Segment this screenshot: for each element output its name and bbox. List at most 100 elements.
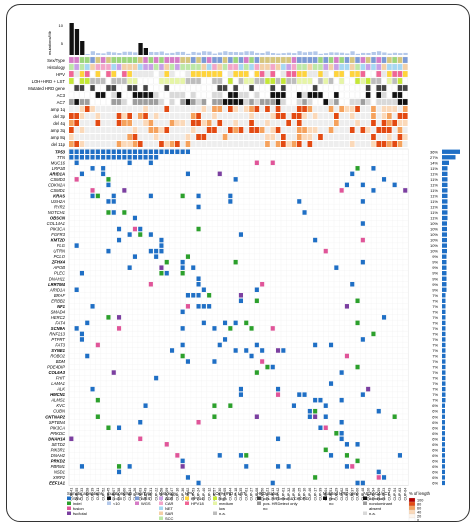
- scna-cell: [334, 127, 339, 133]
- alteration-cell: [313, 397, 318, 403]
- alteration-cell: [164, 270, 169, 276]
- scna-cell: [111, 127, 117, 133]
- clinical-cell: [360, 91, 366, 99]
- alteration-cell: [180, 270, 185, 276]
- scna-cell: [79, 120, 85, 126]
- gene-frequency-label: 14%: [430, 160, 438, 165]
- scna-cell: [371, 120, 376, 126]
- clinical-cell: [100, 98, 106, 106]
- legend-swatch: [213, 511, 217, 515]
- scna-cell: [397, 141, 403, 147]
- alteration-cell: [164, 442, 169, 447]
- clinical-cell: [376, 56, 382, 64]
- gene-frequency-bar: [442, 237, 447, 243]
- clinical-cell: [222, 84, 228, 92]
- scna-cell: [84, 120, 90, 126]
- clinical-cell: [212, 63, 217, 71]
- burden-bar: [265, 51, 270, 55]
- scna-cell: [281, 127, 286, 133]
- alteration-cell: [297, 199, 302, 204]
- scna-cell: [360, 141, 366, 147]
- gene-label: PCLO: [54, 254, 66, 259]
- clinical-cell: [280, 98, 286, 106]
- alteration-cell: [244, 453, 249, 458]
- sample-label: CUP-03: [138, 488, 142, 501]
- clinical-cell: [339, 70, 345, 78]
- clinical-cell: [312, 56, 318, 64]
- alteration-cell: [132, 254, 137, 259]
- burden-bar: [270, 53, 276, 55]
- gene-frequency-bar: [442, 271, 447, 276]
- scna-cell: [74, 134, 79, 140]
- alteration-cell: [90, 304, 95, 309]
- scna-cell: [74, 113, 79, 119]
- clinical-cell: [90, 98, 95, 106]
- scna-cell: [190, 141, 196, 147]
- burden-bar: [133, 52, 138, 55]
- scna-cell: [344, 141, 350, 147]
- scna-cell: [334, 106, 339, 112]
- scna-cell: [307, 141, 313, 147]
- clinical-cell: [68, 63, 74, 71]
- clinical-cell: [84, 84, 90, 92]
- clinical-cell: [360, 77, 366, 85]
- alteration-cell: [138, 155, 143, 160]
- alteration-cell: [371, 188, 376, 193]
- alteration-cell: [74, 287, 79, 293]
- clinical-cell: [238, 77, 244, 85]
- scna-cell: [265, 134, 270, 140]
- legend-title: Sex/Type: [135, 491, 153, 496]
- sample-label: CUP-20: [366, 488, 370, 501]
- scna-cell: [265, 120, 270, 126]
- clinical-cell: [291, 84, 297, 92]
- alteration-cell: [74, 177, 79, 182]
- sample-label: CUP-39: [319, 488, 323, 501]
- clinical-cell: [286, 98, 292, 106]
- clinical-cell: [344, 84, 350, 92]
- sample-label: CUP-09: [165, 488, 169, 501]
- scna-cell: [69, 106, 74, 112]
- alteration-cell: [159, 248, 164, 254]
- alteration-cell: [122, 210, 127, 215]
- alteration-cell: [111, 210, 116, 215]
- scna-cell: [175, 141, 180, 147]
- scna-cell: [206, 106, 212, 112]
- gene-frequency-bar: [442, 326, 446, 331]
- gene-frequency-label: 6%: [432, 464, 438, 469]
- alteration-cell: [79, 270, 84, 276]
- gene-label: RNF213: [49, 331, 65, 336]
- gene-label: BDM: [56, 359, 66, 364]
- alteration-cell: [148, 193, 153, 199]
- clinical-cell: [402, 84, 408, 92]
- scna-cell: [90, 127, 95, 133]
- clinical-cell: [169, 84, 175, 92]
- scna-cell: [90, 134, 95, 140]
- alteration-cell: [185, 254, 190, 259]
- burden-bar: [292, 53, 297, 55]
- clinical-cell: [302, 77, 308, 85]
- clinical-cell: [227, 77, 233, 85]
- burden-bar: [154, 52, 159, 55]
- scna-cell: [349, 127, 355, 133]
- scna-cell: [312, 113, 318, 119]
- legend-swatch: [323, 496, 327, 500]
- gene-frequency-label: 7%: [432, 326, 438, 331]
- scna-cell: [169, 141, 175, 147]
- scale-tick-label: 100: [417, 499, 423, 503]
- legend-swatch: [363, 496, 367, 500]
- scna-cell: [116, 113, 122, 119]
- clinical-cell: [328, 70, 334, 78]
- gene-label: ZFHX4: [51, 260, 66, 265]
- alteration-cell: [244, 464, 249, 469]
- burden-bar: [323, 53, 329, 55]
- alteration-cell: [111, 193, 116, 199]
- alteration-cell: [180, 149, 185, 155]
- clinical-cell: [84, 63, 90, 71]
- scna-cell: [132, 120, 138, 126]
- clinical-cell: [249, 91, 254, 99]
- clinical-cell: [296, 70, 302, 78]
- gene-label: DNAH11: [49, 276, 65, 281]
- scna-cell: [349, 106, 355, 112]
- clinical-cell: [371, 70, 376, 78]
- clinical-cell: [291, 63, 297, 71]
